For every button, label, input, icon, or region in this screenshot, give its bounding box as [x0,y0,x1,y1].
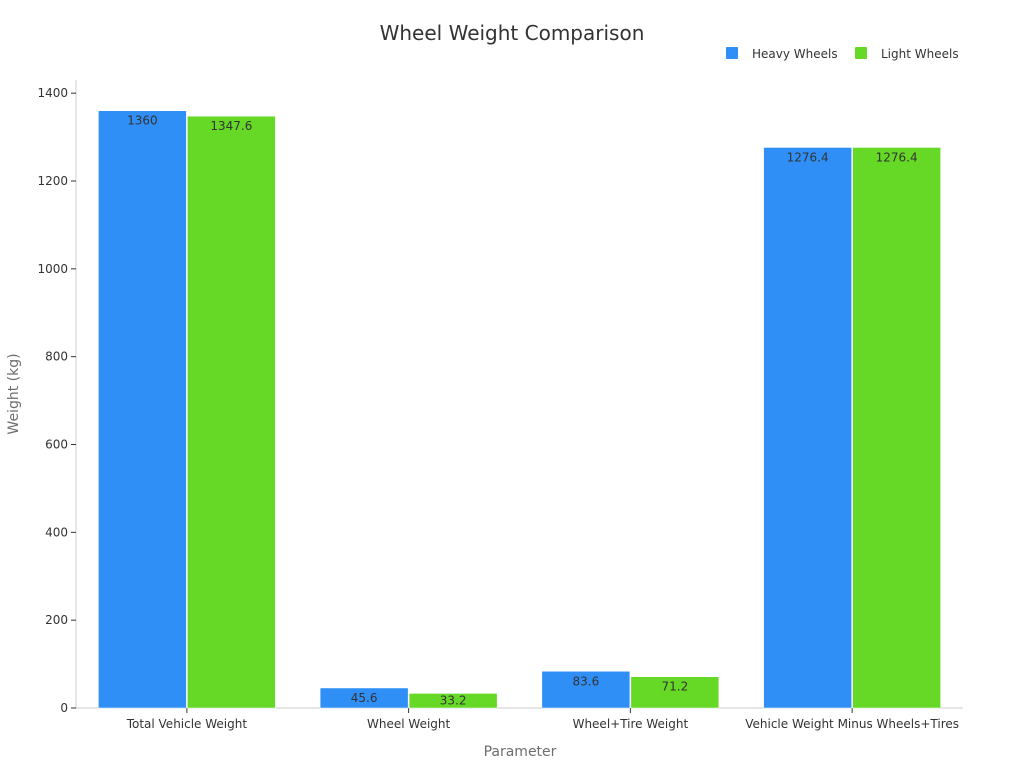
bars [98,110,941,709]
bar-light-wheels [408,693,498,709]
y-tick-label: 1400 [37,86,68,100]
bar-value-label: 45.6 [351,691,378,705]
y-tick-label: 400 [45,525,68,539]
bar-value-label: 33.2 [440,693,467,707]
bar-value-label: 1347.6 [210,119,252,133]
legend-swatch [855,47,867,59]
bar-light-wheels [187,115,276,709]
legend-swatch [726,47,738,59]
bar-value-label: 71.2 [662,680,689,694]
bar-light-wheels [852,147,941,709]
bar-heavy-wheels [763,147,852,709]
y-tick-label: 600 [45,438,68,452]
x-tick-label: Wheel+Tire Weight [573,717,689,731]
y-tick-label: 0 [60,701,68,715]
x-tick-label: Wheel Weight [367,717,450,731]
axes: 0 200 400 600 800 1000 1200 1400 Total Vehicle W… [37,80,963,731]
y-tick-label: 1000 [37,262,68,276]
bar-heavy-wheels [98,110,187,709]
y-tick-label: 200 [45,613,68,627]
bar-heavy-wheels [541,671,631,709]
data-labels: 1360 1347.6 45.6 33.2 83.6 71.2 1276.4 1276.4 [127,114,918,708]
bar-value-label: 1360 [127,114,158,128]
y-tick-label: 1200 [37,174,68,188]
x-axis-label: Parameter [484,744,557,760]
bar-heavy-wheels [319,687,409,709]
chart-title: Wheel Weight Comparison [380,21,645,45]
legend: Heavy Wheels Light Wheels [726,47,959,61]
bar-value-label: 1276.4 [876,150,918,164]
legend-label: Light Wheels [881,47,959,61]
legend-label: Heavy Wheels [752,47,838,61]
bar-value-label: 83.6 [573,674,600,688]
x-tick-label: Total Vehicle Weight [126,717,248,731]
x-tick-label: Vehicle Weight Minus Wheels+Tires [745,717,959,731]
y-tick-label: 800 [45,350,68,364]
y-axis-label: Weight (kg) [6,353,22,434]
bar-value-label: 1276.4 [787,150,829,164]
bar-light-wheels [630,676,720,709]
